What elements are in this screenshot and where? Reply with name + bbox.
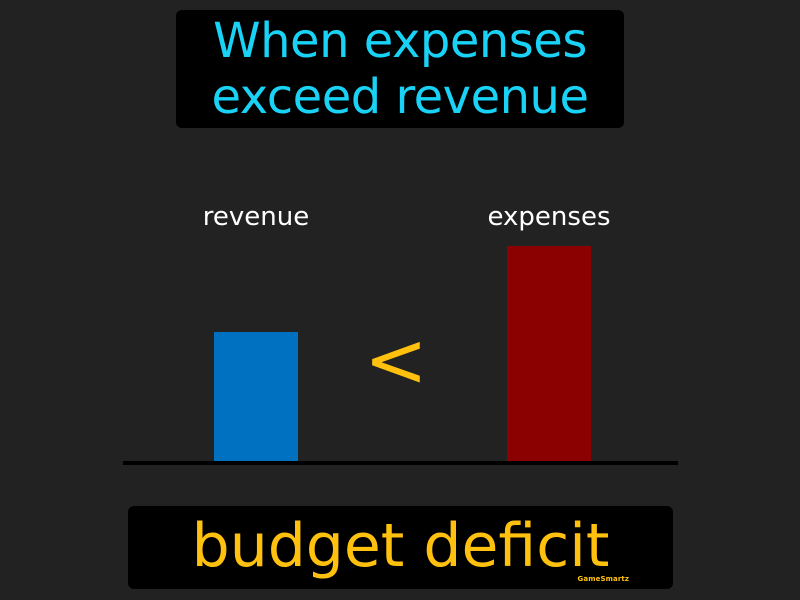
expenses-label: expenses (487, 202, 611, 232)
definition-line-1: When expenses (213, 13, 587, 69)
revenue-bar (214, 332, 298, 461)
brand-logo: GameSmartz (577, 575, 629, 583)
expenses-bar (507, 246, 591, 461)
revenue-label: revenue (202, 202, 310, 232)
definition-line-2: exceed revenue (211, 69, 589, 125)
definition-box: When expenses exceed revenue (176, 10, 624, 128)
term-text: budget deficit (191, 511, 610, 581)
term-box: budget deficit GameSmartz (128, 506, 673, 589)
less-than-symbol: < (364, 315, 428, 404)
chart-baseline (123, 461, 678, 465)
